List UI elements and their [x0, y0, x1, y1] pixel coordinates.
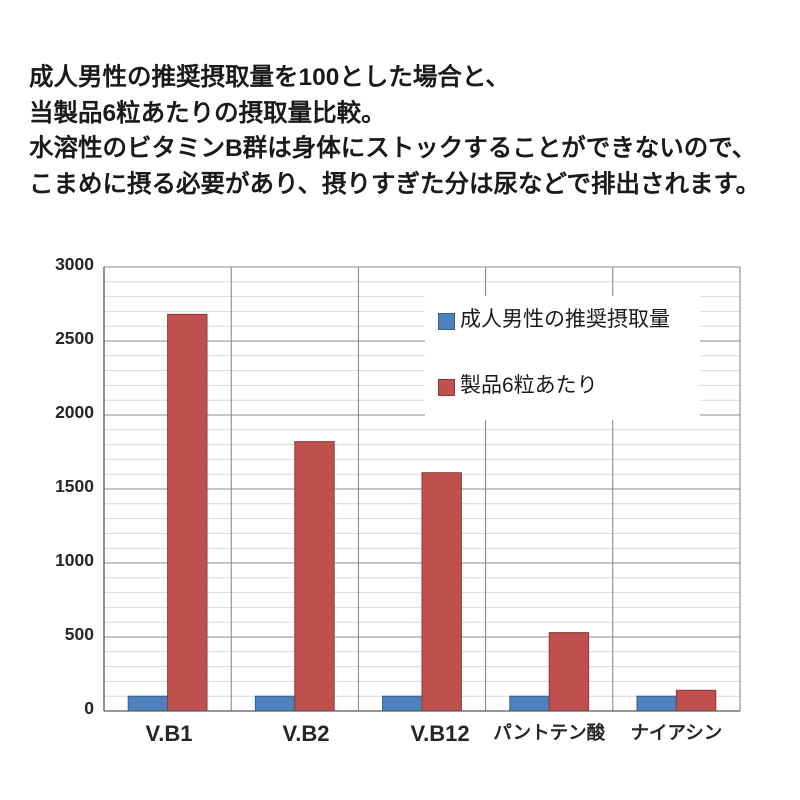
- svg-text:V.B12: V.B12: [410, 721, 469, 746]
- svg-text:1500: 1500: [55, 476, 94, 496]
- svg-text:1000: 1000: [55, 550, 94, 570]
- svg-text:500: 500: [65, 624, 94, 644]
- svg-text:0: 0: [84, 698, 94, 718]
- svg-text:2500: 2500: [55, 328, 94, 348]
- svg-text:ナイアシン: ナイアシン: [631, 722, 723, 743]
- svg-text:2000: 2000: [55, 402, 94, 422]
- svg-text:3000: 3000: [55, 254, 94, 274]
- svg-text:V.B2: V.B2: [283, 721, 330, 746]
- svg-text:V.B1: V.B1: [146, 721, 193, 746]
- svg-text:パントテン酸: パントテン酸: [493, 722, 605, 743]
